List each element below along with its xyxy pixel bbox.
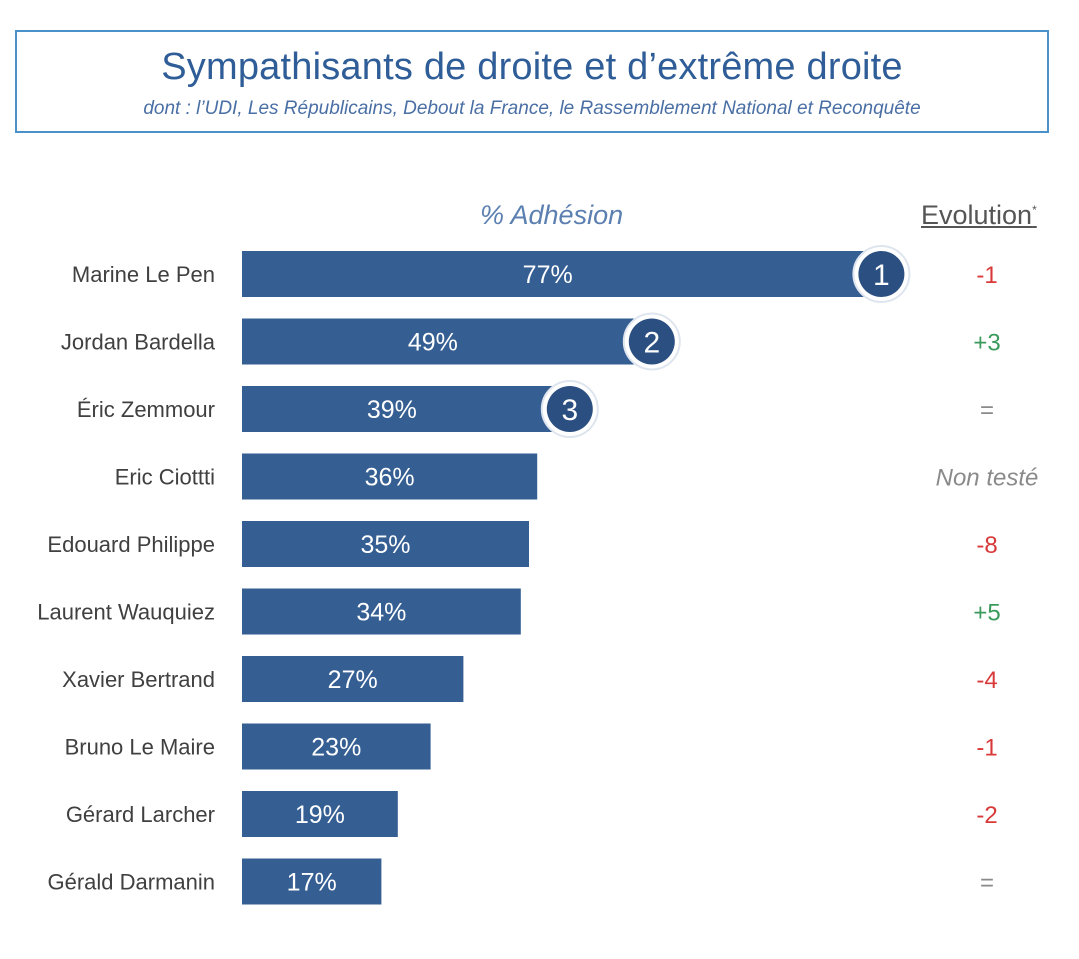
evolution-value: -8 [976,532,997,559]
candidate-name: Laurent Wauquiez [37,600,215,625]
bar-value-label: 36% [365,464,415,492]
candidate-name: Jordan Bardella [61,330,216,355]
bar-value-label: 17% [287,869,337,897]
candidate-name: Edouard Philippe [47,532,215,557]
bar-value-label: 77% [523,261,573,289]
bar [242,588,521,635]
bar-value-label: 49% [408,329,458,357]
bar-value-label: 39% [367,396,417,424]
adhesion-column-header: % Adhésion [480,200,624,230]
rank-number: 1 [873,259,890,292]
bar [242,858,382,905]
evolution-value: = [980,870,994,897]
evolution-value: -1 [976,262,997,289]
chart-title: Sympathisants de droite et d’extrême dro… [161,46,903,88]
bar [242,251,874,297]
rank-badge [546,386,593,432]
rank-number: 3 [561,394,578,427]
rank-badge [628,318,675,365]
evolution-value: -2 [976,802,997,829]
evolution-value: -1 [976,735,997,762]
candidate-name: Bruno Le Maire [65,735,215,760]
evolution-value: +5 [973,600,1000,627]
bar-value-label: 27% [328,666,378,694]
chart-subtitle: dont : l’UDI, Les Républicains, Debout l… [143,98,921,119]
bar-value-label: 35% [360,531,410,559]
candidate-name: Eric Ciottti [115,465,215,490]
evolution-value: -4 [976,667,997,694]
bar [242,723,431,770]
evolution-value: +3 [973,330,1000,357]
bar [242,318,644,365]
rank-badge [858,251,905,297]
evolution-header-label: Evolution [921,200,1033,230]
bar [242,791,398,837]
bar-value-label: 34% [356,599,406,627]
candidate-name: Xavier Bertrand [62,667,215,692]
candidate-name: Gérard Larcher [66,802,215,827]
bar-value-label: 19% [295,801,345,829]
evolution-column-header: Evolution* [921,200,1037,231]
bar [242,656,464,702]
candidate-name: Gérald Darmanin [47,870,215,895]
bar [242,386,562,432]
candidate-name: Éric Zemmour [77,397,215,422]
rank-number: 2 [643,327,660,360]
evolution-value: = [980,397,994,424]
title-box: Sympathisants de droite et d’extrême dro… [15,30,1049,133]
candidate-name: Marine Le Pen [72,262,215,287]
evolution-footnote-mark: * [1032,203,1037,217]
bar-value-label: 23% [311,734,361,762]
evolution-value: Non testé [936,465,1039,492]
bar [242,521,529,567]
bar [242,453,538,500]
